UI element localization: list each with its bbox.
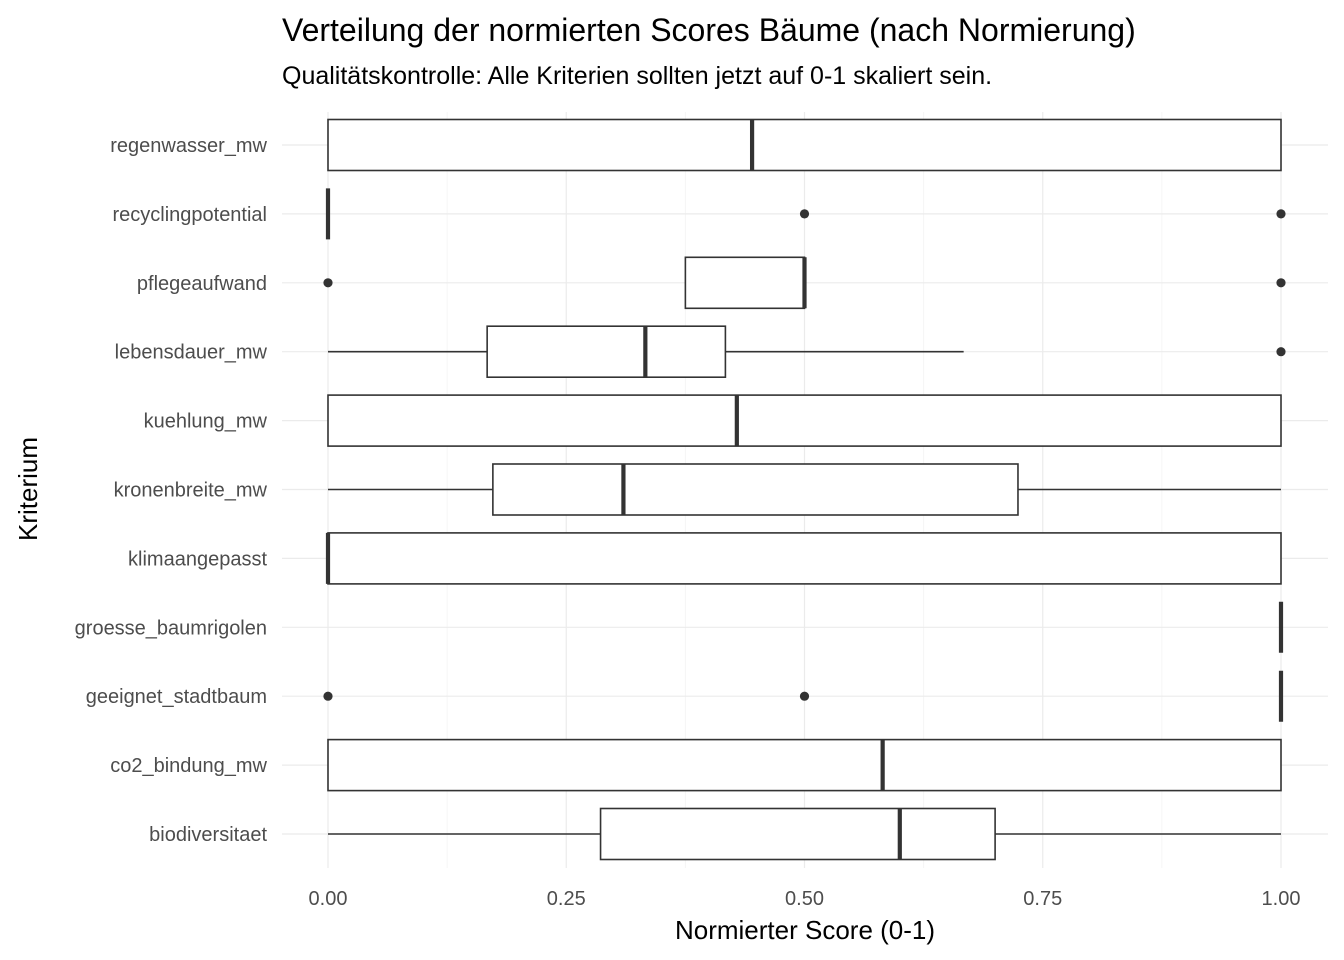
y-tick-label: regenwasser_mw <box>110 135 267 157</box>
y-axis-title: Kriterium <box>13 437 43 541</box>
box-group-klimaangepasst <box>325 532 1282 585</box>
x-tick-label: 0.00 <box>309 888 348 910</box>
box-group-kuehlung_mw <box>327 394 1282 447</box>
x-tick-labels: 0.00 0.25 0.50 0.75 1.00 <box>309 888 1301 910</box>
box-iqr <box>599 807 996 861</box>
y-tick-label: biodiversitaet <box>149 824 267 846</box>
box-iqr <box>327 738 1282 792</box>
x-tick-label: 1.00 <box>1262 888 1301 910</box>
box-iqr <box>327 394 1282 447</box>
outlier-point <box>1276 278 1286 288</box>
y-tick-label: kronenbreite_mw <box>114 480 268 502</box>
box-group-biodiversitaet <box>328 807 1281 861</box>
box-group-recyclingpotential <box>325 188 1286 240</box>
box-group-kronenbreite_mw <box>328 463 1281 516</box>
outlier-point <box>799 691 810 701</box>
box-iqr <box>327 532 1282 585</box>
outlier-point <box>1276 209 1286 219</box>
y-tick-label: co2_bindung_mw <box>110 755 267 777</box>
outlier-point <box>323 691 333 701</box>
y-tick-label: kuehlung_mw <box>144 411 268 433</box>
x-axis-title: Normierter Score (0-1) <box>675 915 935 945</box>
y-tick-label: geeignet_stadtbaum <box>86 686 267 708</box>
y-tick-label: recyclingpotential <box>112 204 267 226</box>
box-group-lebensdauer_mw <box>328 325 1286 379</box>
outlier-point <box>323 278 333 288</box>
outlier-point <box>1276 347 1286 357</box>
y-tick-label: groesse_baumrigolen <box>75 617 267 639</box>
x-tick-label: 0.25 <box>547 888 586 910</box>
x-tick-label: 0.75 <box>1023 888 1062 910</box>
y-tick-label: pflegeaufwand <box>137 273 267 295</box>
box-group-geeignet_stadtbaum <box>323 670 1284 722</box>
chart-title: Verteilung der normierten Scores Bäume (… <box>282 12 1136 48</box>
box-iqr <box>486 325 727 379</box>
box-iqr <box>327 118 1282 172</box>
y-tick-labels: regenwasser_mw recyclingpotential pflegeau… <box>75 135 268 846</box>
y-tick-label: lebensdauer_mw <box>115 342 268 364</box>
box-iqr <box>684 256 806 310</box>
y-tick-label: klimaangepasst <box>128 548 267 570</box>
boxplot-marks <box>323 118 1286 861</box>
chart-subtitle: Qualitätskontrolle: Alle Kriterien sollt… <box>282 62 992 90</box>
box-group-co2_bindung_mw <box>327 738 1282 792</box>
outlier-point <box>799 209 810 219</box>
box-group-pflegeaufwand <box>323 256 1286 310</box>
box-group-regenwasser_mw <box>327 118 1282 172</box>
x-tick-label: 0.50 <box>785 888 824 910</box>
box-iqr <box>492 463 1019 516</box>
